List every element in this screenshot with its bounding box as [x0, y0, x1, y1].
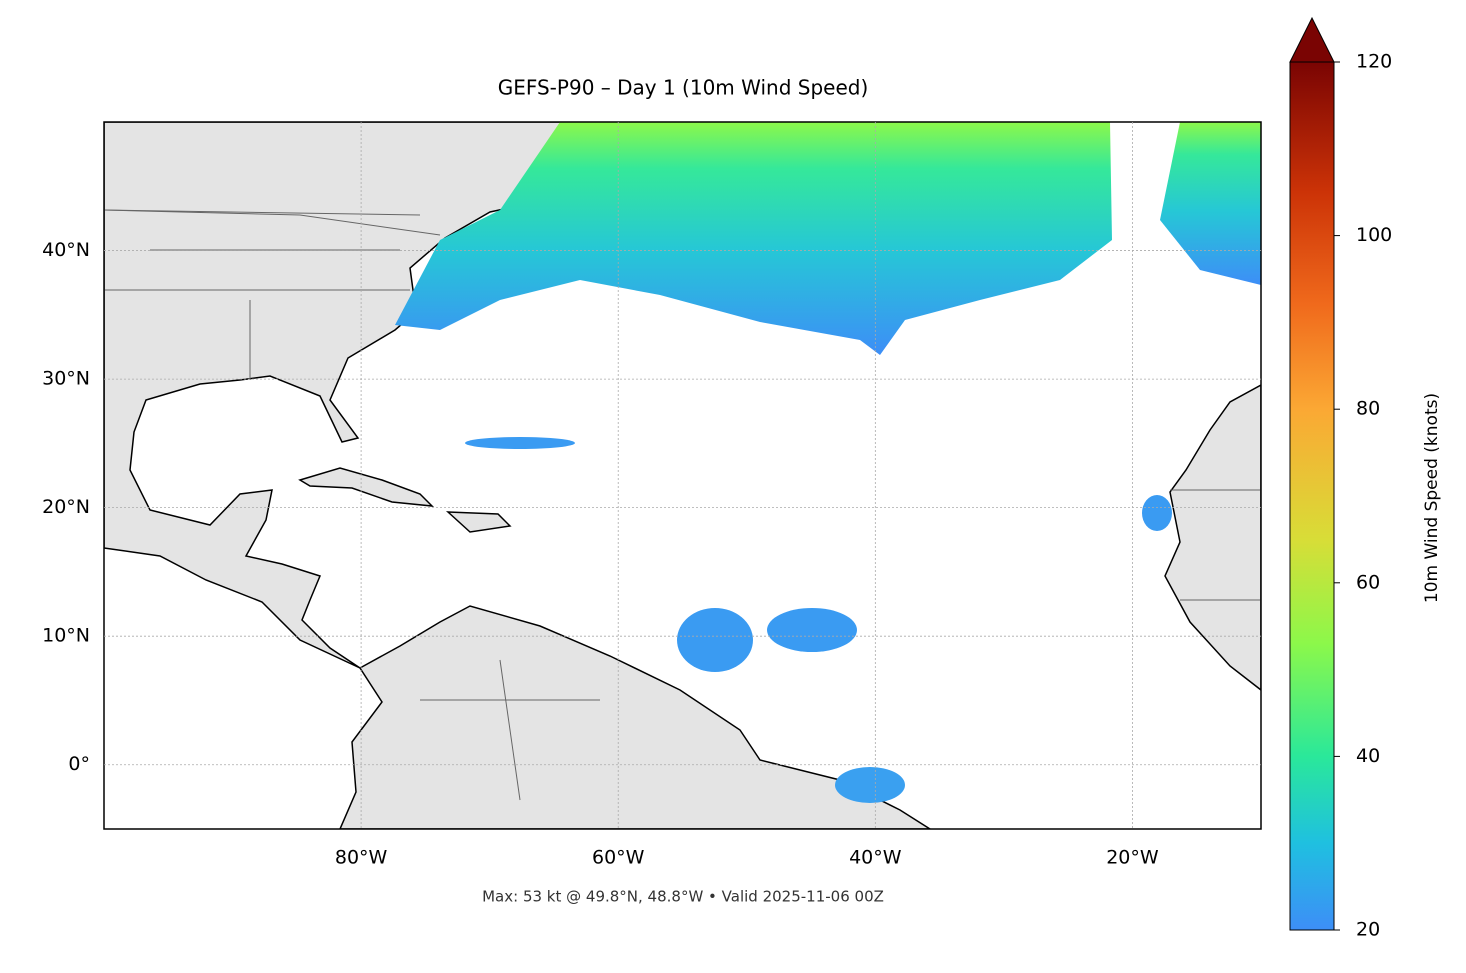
colorbar-tick-label: 80: [1356, 398, 1380, 420]
colorbar-tick-label: 40: [1356, 745, 1380, 767]
x-tick-label: 60°W: [592, 847, 645, 869]
south-america: [339, 605, 932, 829]
x-tick-label: 20°W: [1106, 847, 1159, 869]
north-america: [104, 122, 624, 669]
colorbar-extend: [1289, 16, 1335, 63]
chart-title: GEFS-P90 – Day 1 (10m Wind Speed): [498, 76, 869, 100]
colorbar-label: 10m Wind Speed (knots): [1422, 393, 1442, 603]
y-tick-label: 0°: [68, 753, 90, 775]
y-tick-label: 40°N: [42, 239, 90, 261]
wind-field: [677, 608, 753, 672]
cuba: [298, 467, 435, 507]
colorbar: [1289, 61, 1335, 931]
hispaniola: [445, 511, 512, 533]
borders: [104, 209, 1261, 801]
colorbar-tick-label: 120: [1356, 51, 1392, 73]
wind-field: [835, 767, 905, 803]
colorbar-tick-label: 100: [1356, 224, 1392, 246]
wind-field: [465, 437, 575, 449]
colorbar-tick-label: 60: [1356, 571, 1380, 593]
wind-field: [1160, 122, 1261, 285]
annotation: Max: 53 kt @ 49.8°N, 48.8°W • Valid 2025…: [482, 888, 884, 906]
wind-field: [1142, 495, 1172, 531]
map-area: [104, 122, 1261, 829]
x-tick-label: 80°W: [335, 847, 388, 869]
wind-field: [395, 122, 1112, 355]
y-tick-label: 30°N: [42, 368, 90, 390]
plot-frame: [103, 121, 1262, 830]
colorbar-tick-label: 20: [1356, 919, 1380, 941]
y-tick-label: 10°N: [42, 625, 90, 647]
africa: [1164, 384, 1261, 691]
x-tick-label: 40°W: [849, 847, 902, 869]
y-tick-label: 20°N: [42, 496, 90, 518]
state-borders: [104, 209, 441, 236]
wind-field: [767, 608, 857, 652]
